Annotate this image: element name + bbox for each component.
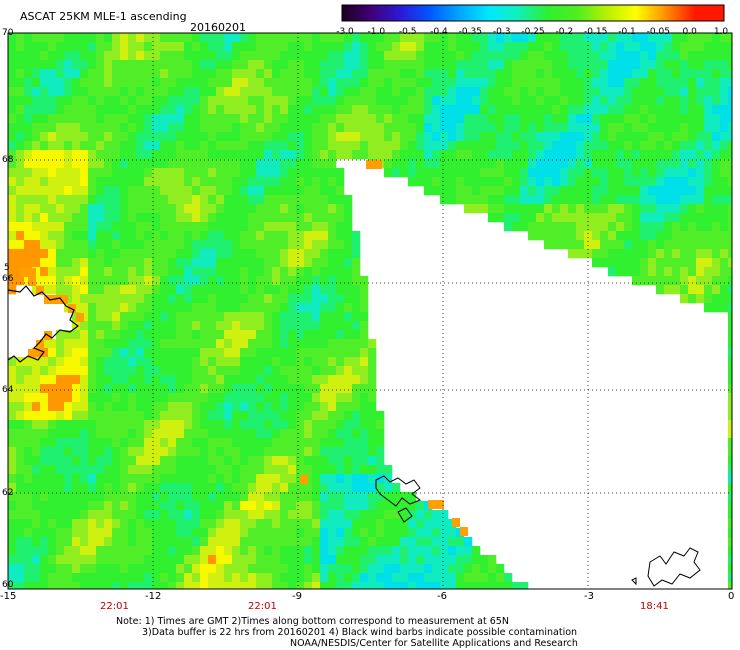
lat-label-70: 70: [2, 28, 14, 38]
colorbar-label: -0.35: [458, 27, 482, 37]
lon-label-6w: -6: [437, 591, 447, 602]
colorbar-segment: [694, 5, 725, 21]
graticule: [8, 33, 732, 589]
colorbar-segment: [430, 5, 461, 21]
colorbar: [341, 4, 725, 22]
colorbar-label: -1.0: [367, 27, 386, 37]
iceland-coast: [7, 285, 79, 363]
colorbar-label: -3.0: [336, 27, 354, 37]
colorbar-label: -0.2: [555, 27, 574, 37]
colorbar-label: -0.25: [521, 27, 545, 37]
colorbar-segment: [547, 5, 578, 21]
colorbar-label: 0.0: [682, 27, 697, 37]
lat-label-68: 68: [2, 155, 14, 165]
data-field: [8, 33, 733, 590]
note-line-2: 3)Data buffer is 22 hrs from 20160201 4)…: [142, 627, 578, 638]
lon-label-12w: -12: [145, 591, 162, 602]
time-label-1: 22:01: [100, 601, 129, 612]
colorbar-segment: [371, 5, 402, 21]
colorbar-label: -0.4: [430, 27, 448, 37]
colorbar-label: -0.15: [584, 27, 608, 37]
colorbar-label: -0.05: [646, 27, 670, 37]
colorbar-label: -0.3: [492, 27, 511, 37]
lat-label-64: 64: [2, 385, 14, 395]
lat-label-62: 62: [2, 488, 14, 498]
shetland-islands: [631, 547, 701, 587]
lon-label-0: 0: [728, 591, 735, 602]
faroe-islands: [375, 475, 422, 523]
lon-label-3w: -3: [584, 591, 594, 602]
lon-label-15w: -15: [0, 591, 17, 602]
colorbar-segment: [577, 5, 607, 21]
map-frame: [7, 32, 733, 590]
lat-label-60: 60: [2, 580, 14, 590]
note-line-3: NOAA/NESDIS/Center for Satellite Applica…: [290, 638, 578, 649]
colorbar-segment: [606, 5, 637, 21]
lon-label-9w: -9: [292, 591, 302, 602]
colorbar-label: 1.0: [713, 27, 729, 37]
colorbar-label: -0.5: [398, 27, 417, 37]
map-date: 20160201: [190, 21, 246, 34]
stray-label: 5: [4, 263, 10, 273]
colorbar-segment: [488, 5, 519, 21]
coastlines: [7, 285, 701, 587]
colorbar-segment: [635, 5, 666, 21]
colorbar-segment: [342, 5, 372, 21]
time-label-3: 18:41: [640, 601, 669, 612]
colorbar-label: -0.1: [618, 27, 636, 37]
time-label-2: 22:01: [248, 601, 277, 612]
map-title: ASCAT 25KM MLE-1 ascending: [20, 10, 187, 23]
colorbar-segment: [459, 5, 490, 21]
colorbar-segment: [665, 5, 696, 21]
colorbar-segment: [518, 5, 549, 21]
colorbar-segment: [400, 5, 431, 21]
lat-label-66: 66: [2, 274, 14, 284]
note-line-1: Note: 1) Times are GMT 2)Times along bot…: [116, 616, 509, 627]
colorbar-frame: [341, 4, 725, 22]
